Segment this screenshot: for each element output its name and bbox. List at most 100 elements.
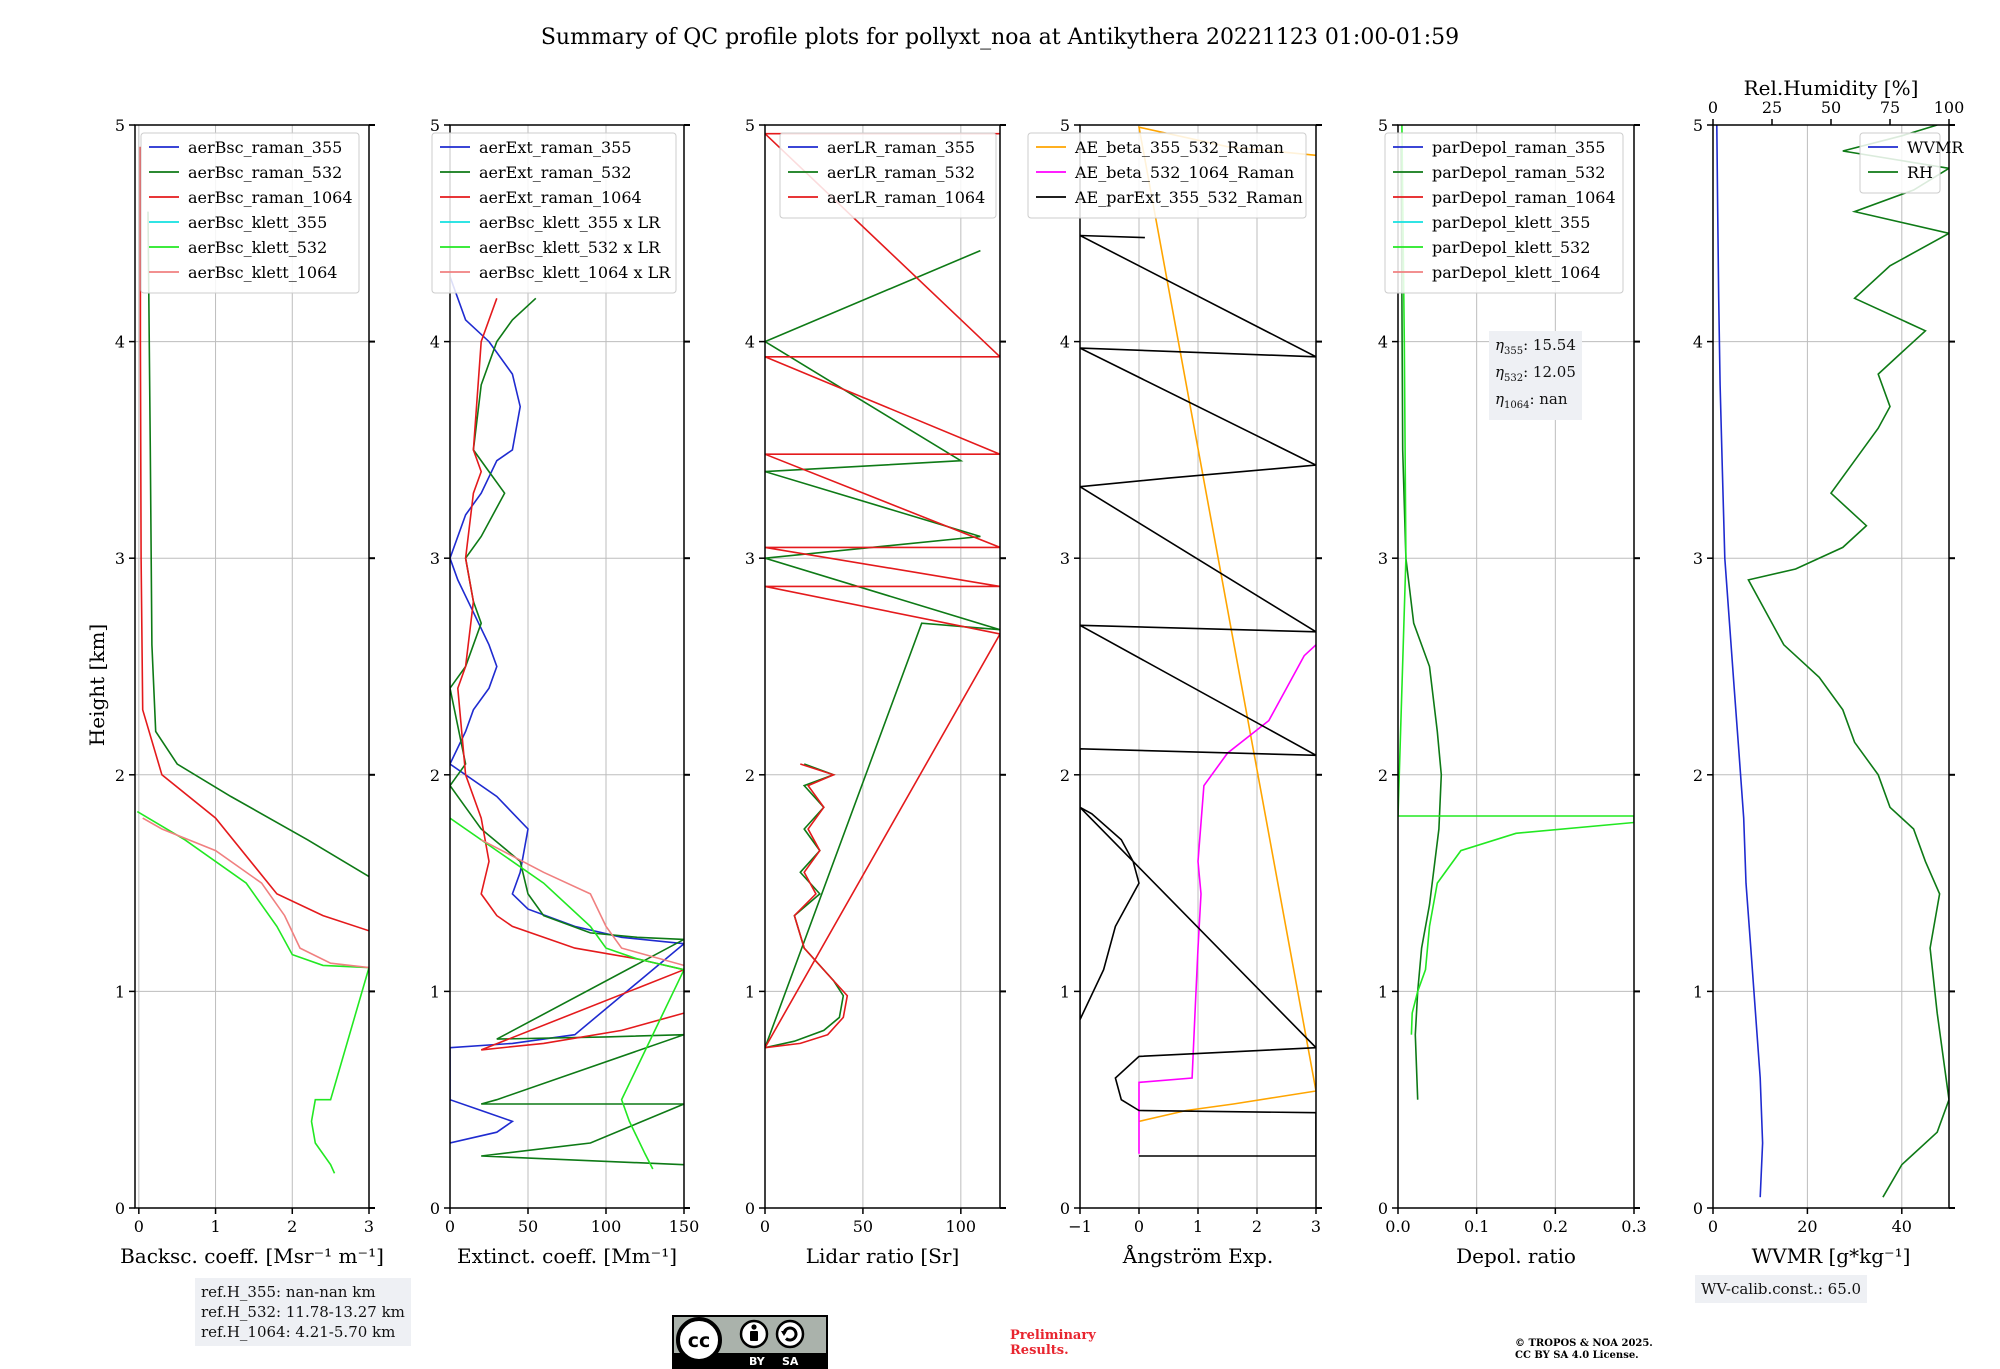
legend-entry: aerBsc_klett_1064: [188, 263, 337, 282]
legend-entry: AE_beta_355_532_Raman: [1074, 138, 1284, 157]
top-x-tick-label: 50: [1821, 98, 1841, 117]
panel-5: 0 1 2 3 4 5 0.0 0.1 0.2 0.3 Depol. ratio parDepol_r…: [1378, 116, 1647, 1268]
series-line-aerBsc_klett_532 x LR: [450, 817, 684, 1170]
series-line-aerBsc_raman_532: [147, 211, 369, 878]
y-tick-label: 4: [1060, 333, 1070, 352]
y-tick-label: 3: [1693, 549, 1703, 568]
y-tick-label: 0: [430, 1199, 440, 1218]
figure-title: Summary of QC profile plots for pollyxt_…: [541, 25, 1459, 50]
series-line-WVMR: [1716, 125, 1764, 1198]
legend-box: [779, 132, 997, 219]
y-tick-label: 2: [1693, 766, 1703, 785]
preliminary-results-note: Preliminary Results.: [1010, 1328, 1096, 1358]
series-group: [1716, 125, 1949, 1198]
legend-entry: aerBsc_klett_355 x LR: [479, 213, 661, 232]
y-tick-label: 4: [745, 333, 755, 352]
x-tick-label: 3: [364, 1217, 374, 1236]
legend-entry: AE_parExt_355_532_Raman: [1074, 188, 1303, 207]
series-line-aerExt_raman_532: [450, 297, 684, 1166]
x-tick-label: 2: [1252, 1217, 1262, 1236]
y-tick-label: 1: [115, 982, 125, 1001]
attribution-person-icon: [739, 1319, 769, 1349]
x-tick-label: 50: [853, 1217, 873, 1236]
series-line-AE_beta_355_532_Raman: [1137, 126, 1316, 1123]
legend-entry: aerExt_raman_532: [479, 163, 632, 182]
y-tick-label: 5: [430, 116, 440, 135]
y-tick-label: 2: [745, 766, 755, 785]
x-tick-label: 20: [1797, 1217, 1817, 1236]
eta-532: η532: 12.05: [1495, 363, 1576, 384]
legend-entry: RH: [1907, 163, 1933, 182]
series-line-AE_parExt_355_532_Raman: [1080, 234, 1316, 1157]
series-group: [1398, 125, 1634, 1100]
series-group: [136, 146, 369, 1174]
y-tick-label: 5: [115, 116, 125, 135]
legend: aerExt_raman_355 aerExt_raman_532 aerExt_r…: [431, 132, 677, 294]
series-line-aerLR_raman_1064: [765, 132, 1000, 1049]
legend-entry: parDepol_klett_355: [1432, 213, 1590, 232]
y-tick-label: 5: [1060, 116, 1070, 135]
legend-entry: WVMR: [1907, 138, 1964, 157]
legend: aerBsc_raman_355 aerBsc_raman_532 aerBsc_r…: [140, 132, 360, 294]
cc-by-sa-license-badge: cc BY SA: [672, 1315, 828, 1369]
y-tick-label: 3: [1378, 549, 1388, 568]
series-line-aerExt_raman_1064: [456, 298, 684, 1051]
y-tick-label: 0: [115, 1199, 125, 1218]
legend: aerLR_raman_355 aerLR_raman_532 aerLR_rama…: [779, 132, 997, 219]
y-tick-label: 0: [1693, 1199, 1703, 1218]
x-tick-label: 100: [946, 1217, 977, 1236]
legend-box: [1384, 132, 1624, 294]
y-axis-label: Height [km]: [85, 624, 109, 746]
x-axis-label: Extinct. coeff. [Mm⁻¹]: [457, 1244, 677, 1268]
x-tick-label: 40: [1892, 1217, 1912, 1236]
x-tick-label: 100: [591, 1217, 622, 1236]
legend-entry: aerBsc_raman_532: [188, 163, 342, 182]
legend-entry: parDepol_raman_1064: [1432, 188, 1616, 207]
x-tick-label: 0: [1134, 1217, 1144, 1236]
series-line-AE_beta_532_1064_Raman: [1138, 644, 1316, 1154]
svg-text:cc: cc: [688, 1330, 711, 1352]
series-line-aerBsc_klett_1064: [142, 817, 369, 969]
top-x-tick-label: 75: [1880, 98, 1900, 117]
ref-height-532: ref.H_532: 11.78-13.27 km: [201, 1303, 405, 1321]
legend: parDepol_raman_355 parDepol_raman_532 parD…: [1384, 132, 1624, 294]
axes-frame: [1079, 124, 1317, 1209]
legend-entry: aerExt_raman_355: [479, 138, 632, 157]
x-tick-label: 0: [760, 1217, 770, 1236]
y-tick-label: 0: [1060, 1199, 1070, 1218]
wv-calibration-box: WV-calib.const.: 65.0: [1695, 1275, 1868, 1303]
x-tick-label: 3: [1311, 1217, 1321, 1236]
legend: AE_beta_355_532_Raman AE_beta_532_1064_Ra…: [1027, 132, 1307, 219]
x-axis-label: Lidar ratio [Sr]: [806, 1244, 960, 1268]
ref-height-355: ref.H_355: nan-nan km: [201, 1283, 376, 1301]
y-tick-label: 0: [1378, 1199, 1388, 1218]
top-axis-label: Rel.Humidity [%]: [1744, 76, 1919, 100]
ref-height-1064: ref.H_1064: 4.21-5.70 km: [201, 1323, 396, 1341]
x-tick-label: 150: [669, 1217, 700, 1236]
license-sa-label: SA: [782, 1355, 799, 1368]
cc-circle-icon: cc: [676, 1317, 722, 1363]
y-tick-label: 2: [430, 766, 440, 785]
y-tick-label: 5: [1378, 116, 1388, 135]
x-axis-label: Depol. ratio: [1456, 1244, 1576, 1268]
legend-entry: aerBsc_klett_532: [188, 238, 327, 257]
axes-frame: [449, 124, 685, 1209]
series-line-aerBsc_klett_532: [136, 810, 369, 1174]
x-tick-label: 0: [1708, 1217, 1718, 1236]
y-tick-label: 1: [745, 982, 755, 1001]
eta-box: η355: 15.54 η532: 12.05 η1064: nan: [1489, 331, 1582, 420]
series-line-aerExt_raman_355: [450, 276, 684, 1144]
y-tick-label: 1: [1060, 982, 1070, 1001]
x-tick-label: 1: [1193, 1217, 1203, 1236]
x-tick-label: 0.3: [1621, 1217, 1646, 1236]
legend-entry: parDepol_raman_532: [1432, 163, 1605, 182]
top-x-tick-label: 0: [1708, 98, 1718, 117]
legend-box: [140, 132, 360, 294]
wv-calibration-constant: WV-calib.const.: 65.0: [1701, 1280, 1862, 1298]
copyright-notice: © TROPOS & NOA 2025. CC BY SA 4.0 Licens…: [1515, 1338, 1653, 1361]
axes-frame: [764, 124, 1001, 1209]
y-tick-label: 3: [115, 549, 125, 568]
